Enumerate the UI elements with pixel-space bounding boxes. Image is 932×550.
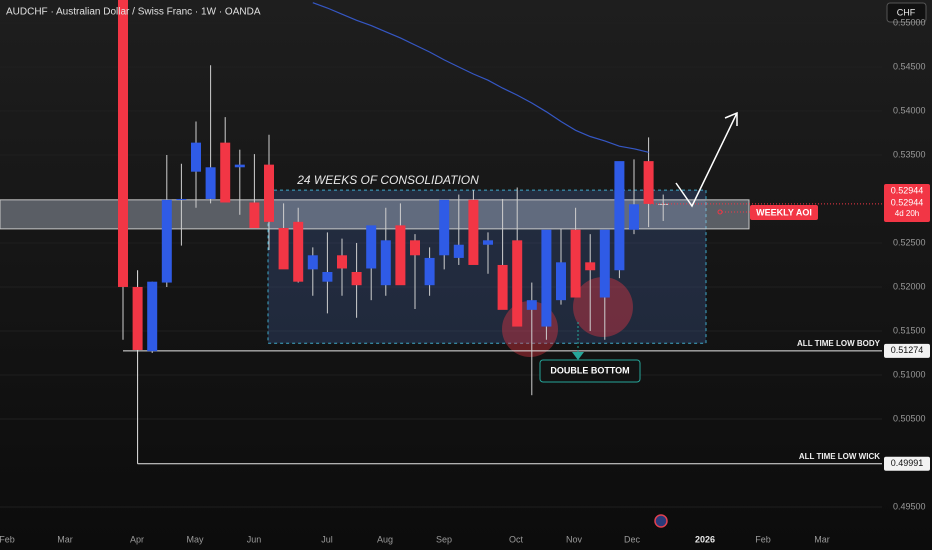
candle-body [366,225,377,269]
price-label-box [884,343,930,358]
candle-body [483,240,493,245]
candle-body [410,240,420,256]
y-tick-label: 0.50500 [893,413,926,423]
candle-body [351,272,362,286]
x-tick-label: Jul [321,534,333,544]
last-price-box [884,184,930,222]
price-label: 0.49991 [891,458,924,468]
price-label: 0.51274 [891,345,924,355]
forecast-arrow [675,112,738,208]
y-tick-label: 0.53500 [893,149,926,159]
candle-body [322,272,333,282]
x-tick-label: May [186,534,204,544]
callout-tip [572,352,584,360]
candle-body [234,164,245,168]
y-tick-label: 0.52000 [893,281,926,291]
candle-body [439,199,450,256]
candle-body [147,281,158,352]
currency-button[interactable] [886,2,927,23]
candle-body [424,257,435,286]
last-price-label: 0.52944 [891,197,924,207]
aoi-label: WEEKLY AOI [756,207,812,217]
candle-body [205,167,216,199]
plot-area [0,0,882,465]
candle-body [307,255,318,270]
candle-body [337,255,347,269]
candle-body [380,240,391,286]
x-tick-label: Sep [436,534,452,544]
x-tick-label: Jun [247,534,262,544]
y-tick-label: 0.54500 [893,61,926,71]
candle-body [278,228,289,270]
candle-body [629,204,639,230]
candle-body [599,229,610,298]
candle-body [526,300,537,310]
candle-body [264,164,274,222]
price-label-box [884,456,930,471]
candle-body [556,262,566,301]
candle-body [176,198,187,200]
y-tick-label: 0.51000 [893,369,926,379]
candle-body [293,221,304,282]
x-tick-label: Mar [814,534,830,544]
chart-title: AUDCHF · Australian Dollar / Swiss Franc… [6,7,261,18]
candle-body [249,202,260,229]
y-tick-label: 0.54000 [893,105,926,115]
candle-body [161,199,172,283]
highlight-circle [573,277,633,337]
candle-body [220,142,231,203]
currency-label[interactable]: CHF [897,7,916,17]
candle-body [191,142,201,172]
candle-body [658,203,669,205]
forecast-arrowhead [724,111,738,126]
x-tick-label: 2026 [695,534,715,544]
consolidation-label: 24 WEEKS OF CONSOLIDATION [296,173,479,187]
x-tick-label: Nov [566,534,583,544]
overlay: 24 WEEKS OF CONSOLIDATION ALL TIME LOW BO… [296,111,881,461]
last-price-label: 0.52944 [891,185,924,195]
candle-body [132,286,143,350]
y-tick-label: 0.51500 [893,325,926,335]
level-label: ALL TIME LOW BODY [797,339,881,348]
x-tick-label: Oct [509,534,524,544]
y-tick-label: 0.52500 [893,237,926,247]
candle-body [541,229,552,327]
y-tick-label: 0.55000 [893,17,926,27]
candle-body [643,161,654,204]
candle-body [395,225,406,286]
countdown-label: 4d 20h [895,209,919,218]
x-tick-label: Feb [755,534,771,544]
aoi-label-box [750,205,818,220]
x-tick-label: Apr [130,534,144,544]
level-label: ALL TIME LOW WICK [799,452,880,461]
candle-body [614,161,625,271]
candle-body [118,0,128,287]
candle-body [585,262,596,271]
x-tick-label: Aug [377,534,393,544]
candle-body [497,264,508,310]
x-tick-label: Feb [0,534,15,544]
y-tick-label: 0.49500 [893,501,926,511]
x-tick-label: Mar [57,534,73,544]
candle-body [570,229,581,298]
logo-icon [654,514,668,528]
candle-body [453,244,464,258]
candle-body [468,199,479,265]
callout-box [539,359,641,383]
candle-body [512,240,523,327]
callout-label: DOUBLE BOTTOM [550,365,629,375]
x-tick-label: Dec [624,534,641,544]
moving-average-line [312,2,649,153]
